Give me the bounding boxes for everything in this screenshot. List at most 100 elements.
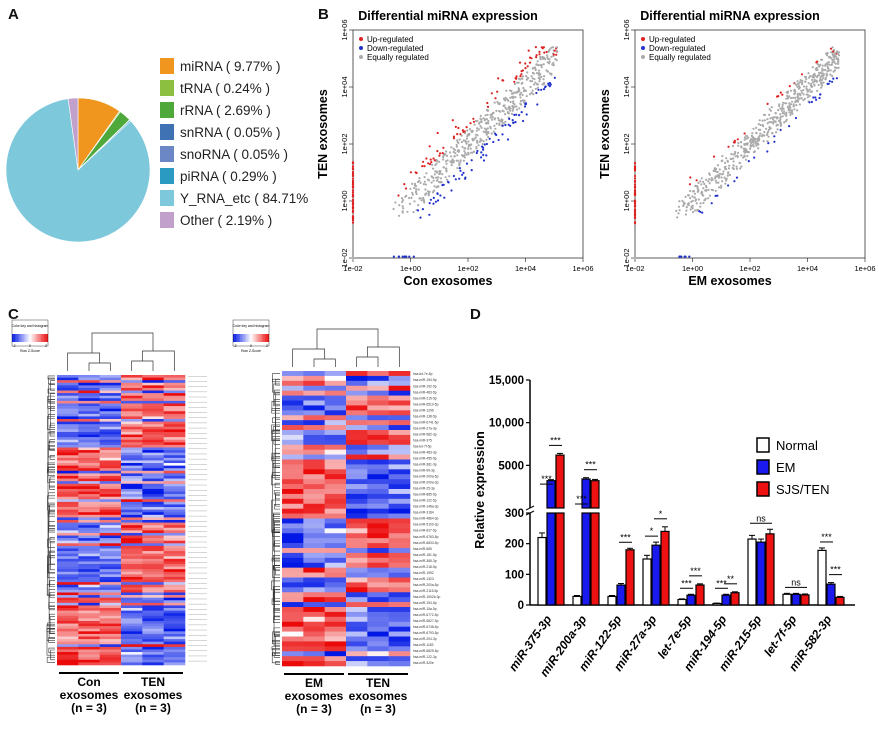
- scatter-point: [736, 151, 740, 154]
- heatmap-cell: [163, 475, 186, 479]
- heatmap-cell: [346, 523, 368, 529]
- scatter-point: [774, 111, 777, 115]
- scatter-point: [548, 72, 551, 75]
- heatmap-cell: [367, 439, 389, 446]
- scatter-point: [458, 138, 461, 141]
- heatmap-cell: [99, 628, 122, 632]
- scatter-point: [529, 79, 532, 83]
- scatter-point: [757, 123, 760, 126]
- heatmap-cell: [324, 577, 347, 583]
- heatmap-cell: [78, 517, 100, 521]
- row-dendrogram-branch: [47, 406, 55, 465]
- scatter-point: [633, 190, 637, 193]
- heatmap-cell: [346, 474, 368, 480]
- scatter-point: [810, 100, 813, 104]
- heatmap-row-labels: [188, 376, 207, 662]
- scatter-point: [450, 189, 453, 192]
- scatter-point: [781, 103, 784, 106]
- scatter-point: [721, 154, 724, 158]
- heatmap-cell: [57, 659, 79, 663]
- scatter-point: [744, 158, 747, 161]
- heatmap-cell: [142, 623, 164, 627]
- scatter-point: [502, 110, 505, 113]
- group-n-1: (n = 3): [360, 702, 396, 716]
- heatmap-cell: [388, 464, 411, 470]
- heatmap-cell: [121, 494, 143, 497]
- heatmap-cell: [282, 533, 304, 539]
- scatter-point: [545, 50, 548, 54]
- heatmap-cell: [388, 434, 411, 441]
- heatmap-cell: [99, 556, 122, 560]
- row-dendrogram-branch: [273, 627, 280, 635]
- heatmap-cell: [99, 574, 122, 578]
- heatmap-cell: [142, 582, 164, 586]
- scatter-point: [690, 205, 693, 208]
- color-key-cell: [42, 334, 44, 342]
- scatter-point: [463, 156, 466, 159]
- scatter-point: [515, 105, 518, 108]
- scatter-point: [428, 202, 431, 205]
- scatter-point: [824, 52, 828, 55]
- scatter-point: [799, 79, 802, 82]
- scatter-point: [506, 98, 509, 101]
- scatter-chart-con: Differential miRNA expression1e-021e-021…: [316, 9, 594, 288]
- bar-4-1: [686, 594, 696, 606]
- heatmap-cell: [282, 621, 304, 627]
- heatmap-cell: [324, 420, 347, 426]
- heatmap-cell: [324, 498, 347, 505]
- scatter-point: [708, 178, 711, 181]
- heatmap-cell: [142, 532, 164, 536]
- scatter-point: [691, 199, 694, 202]
- heatmap-cell: [163, 434, 186, 438]
- heatmap-cell: [99, 504, 122, 508]
- scatter-point: [722, 170, 725, 173]
- heatmap-cell: [163, 608, 186, 611]
- scatter-point: [696, 208, 699, 212]
- heatmap-cell: [367, 538, 389, 544]
- heatmap-cell: [367, 646, 389, 652]
- heatmap-cell: [163, 504, 186, 508]
- scatter-point: [718, 172, 722, 175]
- bar-1-1: [581, 512, 591, 606]
- color-key-title: Color key and histogram: [233, 324, 270, 328]
- heatmap-cell: [142, 535, 164, 539]
- scatter-point: [520, 82, 523, 85]
- heatmap-cell: [99, 527, 122, 531]
- scatter-point: [535, 91, 538, 95]
- scatter-point: [522, 119, 525, 123]
- heatmap-row-label: hsa-miR-483-3p: [413, 451, 437, 455]
- heatmap-cell: [99, 615, 122, 619]
- scatter-point: [523, 105, 527, 108]
- scatter-point: [476, 119, 479, 122]
- scatter-title: Differential miRNA expression: [640, 9, 819, 23]
- scatter-point: [693, 196, 696, 199]
- scatter-point: [676, 216, 679, 219]
- heatmap-cell: [346, 385, 368, 391]
- heatmap-cell: [142, 393, 164, 397]
- scatter-point: [538, 80, 541, 83]
- scatter-point: [472, 120, 476, 123]
- scatter-point: [462, 159, 465, 162]
- heatmap-cell: [388, 390, 411, 396]
- scatter-point: [728, 164, 731, 167]
- heatmap-cell: [388, 425, 411, 431]
- scatter-point: [547, 62, 551, 65]
- heatmap-cell: [57, 595, 79, 598]
- heatmap-cell: [303, 390, 325, 396]
- color-key-cell: [242, 334, 244, 342]
- heatmap-cell: [121, 551, 143, 554]
- heatmap-cell: [121, 641, 143, 645]
- scatter-point: [691, 195, 694, 198]
- heatmap-cell: [388, 602, 411, 608]
- color-key-cell: [37, 334, 39, 342]
- heatmap-cell: [388, 611, 411, 618]
- scatter-point: [792, 103, 795, 106]
- scatter-point: [435, 186, 438, 189]
- row-dendrogram-branch: [275, 419, 280, 431]
- heatmap-cell: [303, 572, 325, 578]
- scatter-point: [749, 139, 752, 142]
- scatter-point: [551, 63, 554, 66]
- heatmap-cell: [142, 463, 164, 466]
- heatmap-cell: [99, 406, 122, 409]
- heatmap-cell: [142, 558, 164, 562]
